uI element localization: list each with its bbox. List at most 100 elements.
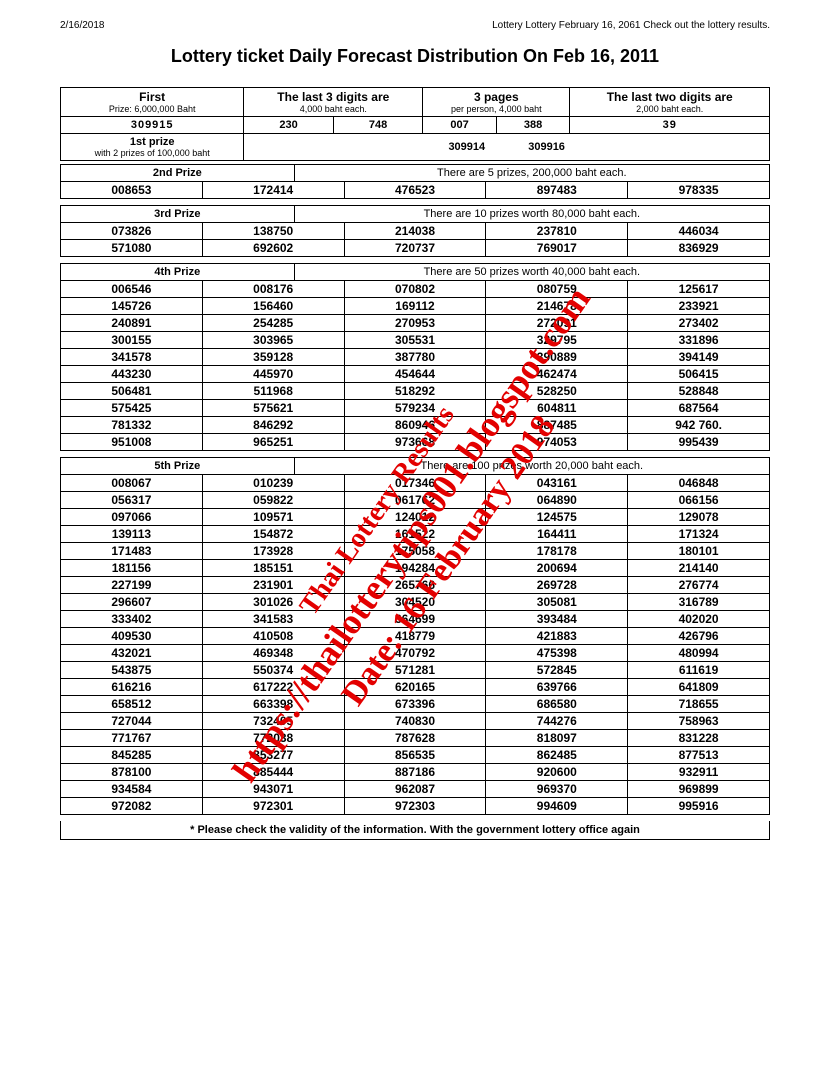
prize-number-cell: 973668 [344, 434, 486, 451]
prize-number-table: 0738261387502140382378104460345710806926… [60, 222, 770, 257]
prize-number-cell: 269728 [486, 577, 628, 594]
prize-number-cell: 145726 [61, 298, 203, 315]
prize-number-cell: 394149 [628, 349, 770, 366]
prize-number-table: 0080670102390173460431610468480563170598… [60, 474, 770, 815]
prize-number-cell: 639766 [486, 679, 628, 696]
prize-number-cell: 951008 [61, 434, 203, 451]
prize-number-cell: 387780 [344, 349, 486, 366]
side1-v2: 309916 [528, 141, 565, 153]
prize-number-cell: 402020 [628, 611, 770, 628]
prize-number-cell: 462474 [486, 366, 628, 383]
prize-number-cell: 390889 [486, 349, 628, 366]
prize-number-cell: 010239 [202, 475, 344, 492]
top-prize-table: First Prize: 6,000,000 Baht The last 3 d… [60, 87, 770, 161]
prize-number-table: 0065460081760708020807591256171457261564… [60, 280, 770, 451]
prize-number-cell: 818097 [486, 730, 628, 747]
prize-number-cell: 877513 [628, 747, 770, 764]
prize-number-cell: 194284 [344, 560, 486, 577]
prize-number-cell: 617222 [202, 679, 344, 696]
prize-label: 5th Prize [61, 458, 295, 474]
prize-number-cell: 214038 [344, 223, 486, 240]
last3-sub: 4,000 baht each. [248, 104, 418, 114]
prize-number-cell: 064890 [486, 492, 628, 509]
pages3-v2: 388 [496, 117, 570, 134]
prize-number-cell: 575425 [61, 400, 203, 417]
prize-number-cell: 476523 [344, 182, 486, 199]
page-header: 2/16/2018 Lottery Lottery February 16, 2… [60, 20, 770, 31]
first-prize-value: 309915 [61, 117, 244, 134]
prize-number-cell: 571281 [344, 662, 486, 679]
prize-number-cell: 787628 [344, 730, 486, 747]
prize-number-cell: 862485 [486, 747, 628, 764]
prize-number-cell: 410508 [202, 628, 344, 645]
prize-number-cell: 304520 [344, 594, 486, 611]
prize-label: 2nd Prize [61, 165, 295, 181]
prize-number-cell: 965251 [202, 434, 344, 451]
prize-number-cell: 276774 [628, 577, 770, 594]
prize-number-cell: 006546 [61, 281, 203, 298]
side1-label: 1st prize [65, 136, 239, 148]
document-page: 2/16/2018 Lottery Lottery February 16, 2… [0, 0, 830, 870]
prize-number-cell: 740830 [344, 713, 486, 730]
prize-number-cell: 273402 [628, 315, 770, 332]
prize-number-cell: 846292 [202, 417, 344, 434]
prize-number-cell: 771767 [61, 730, 203, 747]
prize-number-cell: 185151 [202, 560, 344, 577]
prize-number-cell: 885444 [202, 764, 344, 781]
prize-sections: 2nd PrizeThere are 5 prizes, 200,000 bah… [60, 164, 770, 815]
prize-number-cell: 080759 [486, 281, 628, 298]
prize-number-cell: 470792 [344, 645, 486, 662]
prize-number-cell: 978335 [628, 182, 770, 199]
prize-number-cell: 296607 [61, 594, 203, 611]
prize-number-cell: 934584 [61, 781, 203, 798]
prize-section-header: 4th PrizeThere are 50 prizes worth 40,00… [60, 263, 770, 280]
prize-number-cell: 518292 [344, 383, 486, 400]
prize-number-cell: 056317 [61, 492, 203, 509]
prize-number-cell: 125617 [628, 281, 770, 298]
prize-number-cell: 008653 [61, 182, 203, 199]
prize-number-cell: 972082 [61, 798, 203, 815]
prize-section-header: 5th PrizeThere are 100 prizes worth 20,0… [60, 457, 770, 474]
header-date-left: 2/16/2018 [60, 20, 105, 31]
prize-number-cell: 781332 [61, 417, 203, 434]
prize-number-cell: 718655 [628, 696, 770, 713]
prize-number-cell: 572845 [486, 662, 628, 679]
pages3-sub: per person, 4,000 baht [427, 104, 565, 114]
prize-number-cell: 446034 [628, 223, 770, 240]
prize-number-cell: 962087 [344, 781, 486, 798]
prize-number-cell: 227199 [61, 577, 203, 594]
first-prize-sub: Prize: 6,000,000 Baht [65, 104, 239, 114]
prize-number-cell: 240891 [61, 315, 203, 332]
prize-number-cell: 511968 [202, 383, 344, 400]
prize-number-cell: 305531 [344, 332, 486, 349]
prize-number-cell: 604811 [486, 400, 628, 417]
prize-desc: There are 5 prizes, 200,000 baht each. [295, 165, 769, 181]
prize-number-table: 008653172414476523897483978335 [60, 181, 770, 199]
prize-number-cell: 124575 [486, 509, 628, 526]
prize-number-cell: 180101 [628, 543, 770, 560]
prize-number-cell: 575621 [202, 400, 344, 417]
prize-number-cell: 043161 [486, 475, 628, 492]
prize-number-cell: 164411 [486, 526, 628, 543]
prize-number-cell: 860946 [344, 417, 486, 434]
prize-number-cell: 231901 [202, 577, 344, 594]
prize-number-cell: 181156 [61, 560, 203, 577]
prize-number-cell: 445970 [202, 366, 344, 383]
prize-number-cell: 171483 [61, 543, 203, 560]
prize-number-cell: 454644 [344, 366, 486, 383]
prize-number-cell: 969899 [628, 781, 770, 798]
prize-number-cell: 469348 [202, 645, 344, 662]
last2-sub: 2,000 baht each. [574, 104, 765, 114]
prize-number-cell: 008176 [202, 281, 344, 298]
prize-number-cell: 744276 [486, 713, 628, 730]
last3-title: The last 3 digits are [248, 90, 418, 104]
prize-number-cell: 073826 [61, 223, 203, 240]
prize-number-cell: 161522 [344, 526, 486, 543]
prize-number-cell: 175058 [344, 543, 486, 560]
prize-number-cell: 611619 [628, 662, 770, 679]
prize-number-cell: 845285 [61, 747, 203, 764]
prize-number-cell: 641809 [628, 679, 770, 696]
prize-number-cell: 769017 [486, 240, 628, 257]
prize-number-cell: 061762 [344, 492, 486, 509]
prize-number-cell: 341578 [61, 349, 203, 366]
